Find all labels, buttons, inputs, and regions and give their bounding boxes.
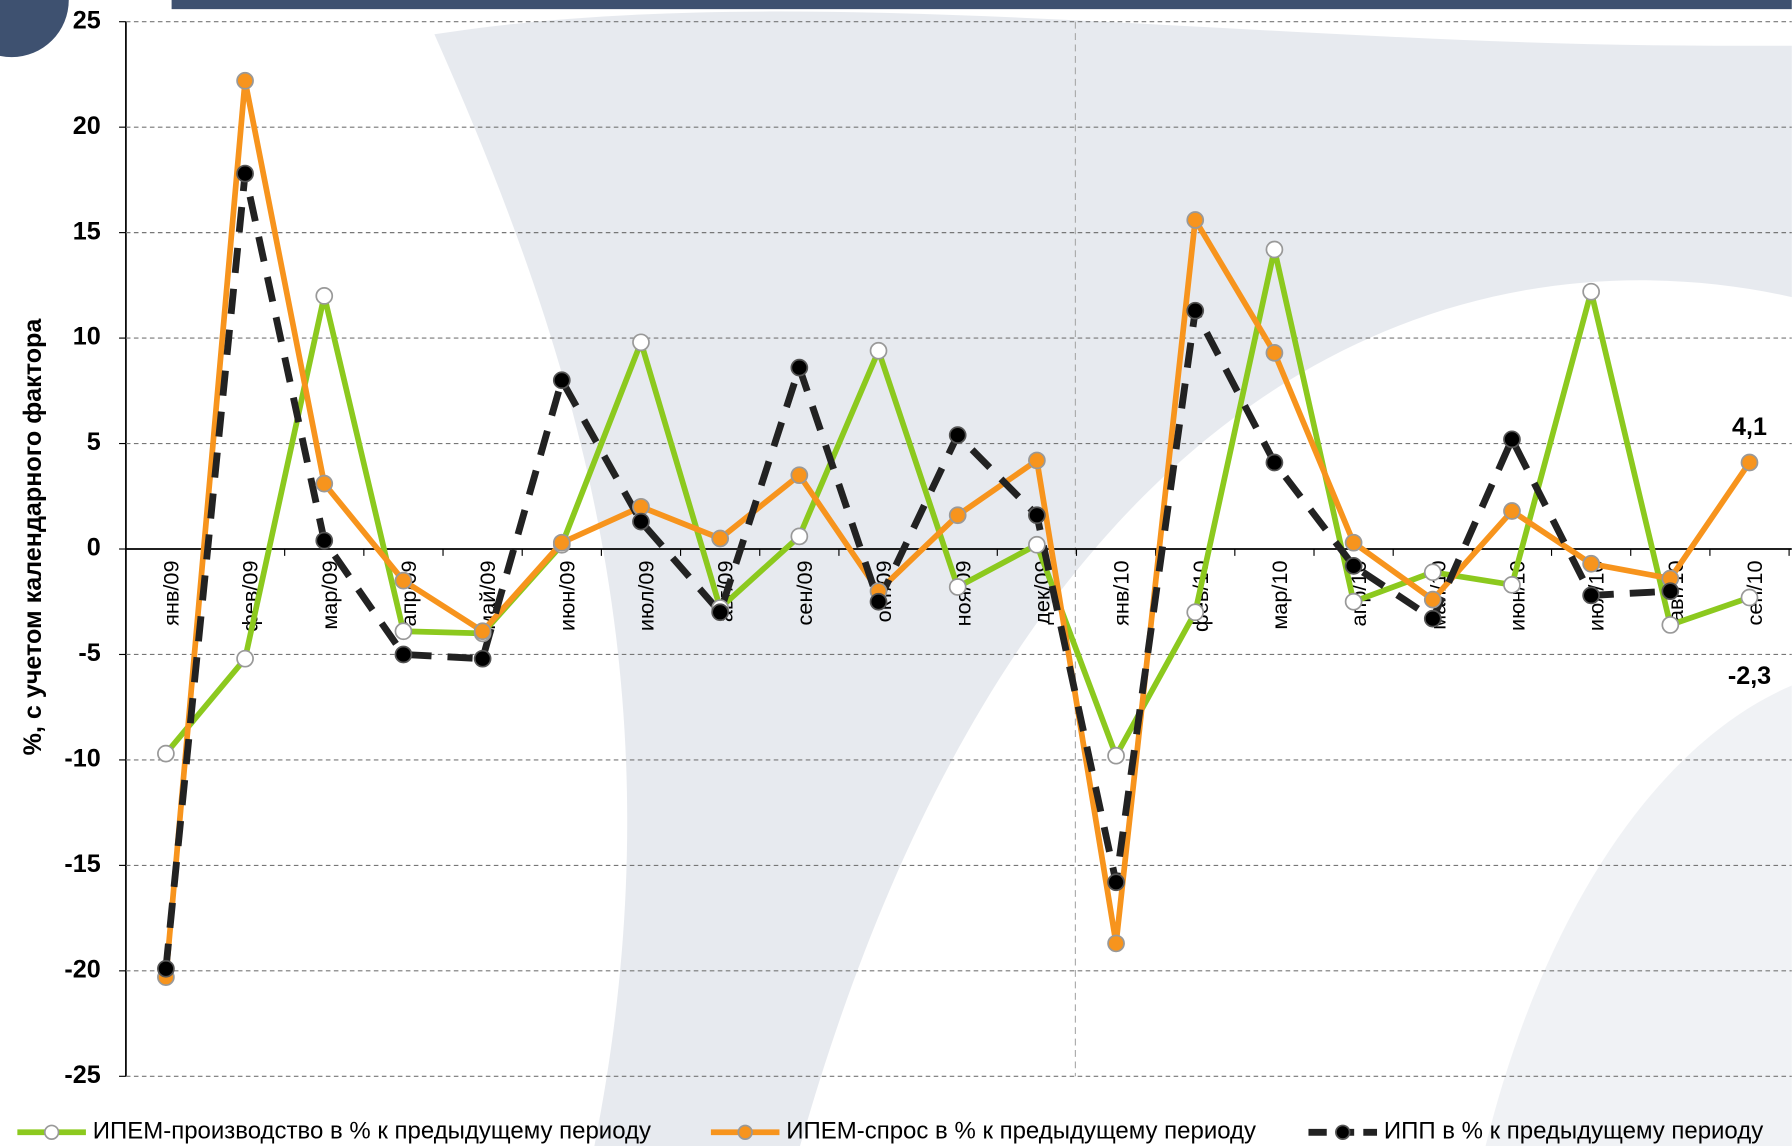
marker	[1265, 453, 1284, 472]
marker	[1661, 616, 1680, 634]
y-tick-label: -20	[64, 955, 100, 983]
series-line	[162, 170, 1671, 970]
marker	[394, 571, 413, 590]
marker	[1740, 588, 1759, 607]
marker	[1582, 282, 1600, 301]
data-label: -2,3	[1728, 662, 1771, 690]
marker	[552, 371, 571, 390]
marker	[315, 474, 334, 493]
marker	[1344, 557, 1363, 575]
marker	[1344, 592, 1363, 611]
marker	[632, 512, 650, 531]
marker	[236, 649, 254, 668]
header-bar	[171, 0, 1792, 10]
legend-label: ИПЕМ-спрос в % к предыдущему периоду	[786, 1118, 1256, 1145]
marker	[1265, 343, 1284, 362]
y-tick-label: 10	[73, 323, 101, 351]
marker	[1028, 506, 1046, 525]
y-tick-label: 15	[73, 217, 101, 245]
marker	[1107, 873, 1125, 892]
marker	[473, 622, 492, 641]
marker	[236, 164, 254, 183]
marker	[552, 533, 571, 552]
data-label: 4,1	[1732, 413, 1767, 441]
x-tick-label: июл/09	[634, 560, 659, 631]
marker	[236, 71, 254, 90]
marker	[1107, 746, 1125, 765]
marker	[632, 497, 650, 516]
legend-marker	[1335, 1124, 1351, 1141]
marker	[790, 358, 809, 377]
marker	[1423, 609, 1442, 628]
legend-label: ИПЕМ-производство в % к предыдущему пери…	[93, 1118, 651, 1145]
logo	[0, 0, 69, 58]
legend-label: ИПП в % к предыдущему периоду	[1384, 1118, 1763, 1145]
marker	[1423, 563, 1442, 582]
marker	[1661, 582, 1680, 601]
marker	[1582, 586, 1600, 605]
x-tick-label: янв/10	[1109, 560, 1134, 625]
marker	[473, 649, 492, 668]
marker	[315, 531, 334, 550]
marker	[948, 506, 967, 525]
marker	[711, 529, 730, 548]
marker	[790, 527, 809, 546]
marker	[157, 744, 175, 763]
x-tick-label: мар/09	[317, 560, 342, 629]
marker	[1503, 502, 1521, 520]
marker	[1503, 430, 1521, 449]
marker	[394, 622, 413, 641]
legend-marker	[737, 1124, 753, 1141]
y-tick-label: 0	[87, 534, 101, 562]
marker	[1582, 554, 1600, 573]
marker	[869, 592, 888, 611]
x-tick-label: мар/10	[1267, 560, 1292, 629]
marker	[1265, 240, 1284, 259]
marker	[1740, 453, 1759, 472]
marker	[1186, 603, 1205, 622]
marker	[394, 645, 413, 664]
marker	[711, 603, 730, 622]
marker	[315, 287, 334, 305]
y-tick-label: 25	[73, 6, 101, 34]
marker	[948, 426, 967, 444]
marker	[1107, 934, 1125, 953]
y-tick-label: -5	[78, 639, 100, 667]
marker	[1344, 533, 1363, 552]
marker	[790, 466, 809, 485]
marker	[157, 959, 175, 978]
x-tick-label: янв/09	[158, 560, 183, 625]
marker	[1028, 535, 1046, 554]
marker	[1028, 451, 1046, 470]
x-tick-label: сен/09	[792, 560, 817, 625]
y-tick-label: 5	[87, 428, 101, 456]
marker	[632, 333, 650, 352]
y-tick-label: 20	[73, 112, 101, 140]
marker	[1423, 590, 1442, 609]
y-tick-label: -15	[64, 850, 100, 878]
marker	[1503, 576, 1521, 594]
y-tick-label: -10	[64, 745, 100, 773]
legend: ИПЕМ-производство в % к предыдущему пери…	[17, 1118, 1763, 1145]
x-tick-label: июн/09	[554, 560, 579, 631]
marker	[869, 341, 888, 360]
y-tick-label: -25	[64, 1061, 100, 1089]
background	[434, 11, 1792, 1146]
marker	[948, 578, 967, 596]
y-axis-label: %, с учетом календарного фактора	[19, 318, 47, 756]
legend-marker	[43, 1124, 60, 1141]
marker	[1186, 301, 1205, 320]
marker	[1186, 211, 1205, 229]
